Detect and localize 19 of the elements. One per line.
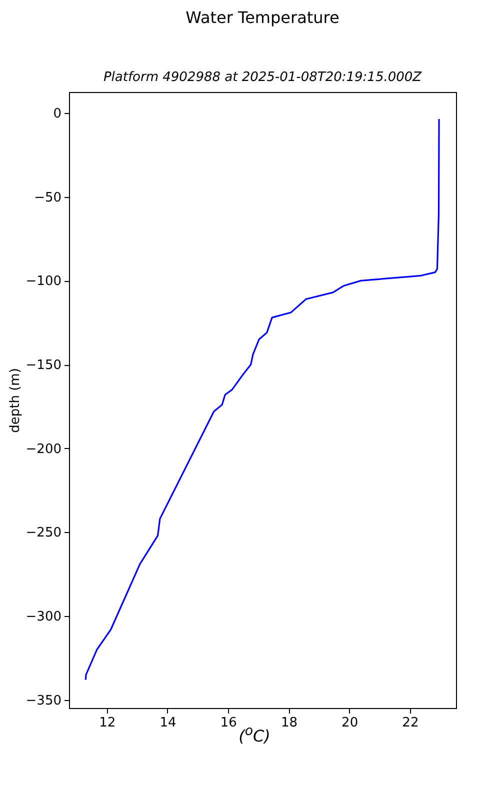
y-axis-title: depth (m) bbox=[8, 368, 23, 433]
y-tick-label: −250 bbox=[26, 526, 62, 541]
line-series bbox=[84, 118, 440, 681]
y-tick-label: −100 bbox=[26, 274, 62, 290]
y-tick-label: −350 bbox=[26, 693, 62, 708]
x-tick-label: 14 bbox=[160, 716, 176, 730]
y-tick-label: −300 bbox=[26, 610, 62, 625]
x-axis-title: ($^{o}$C) bbox=[238, 724, 270, 746]
chart-subtitle: Platform 4902988 at 2025-01-08T20:19:15.000Z bbox=[103, 70, 423, 85]
x-tick-label: 16 bbox=[220, 716, 237, 730]
chart-title: Water Temperature bbox=[186, 8, 340, 27]
y-tick-label: 0 bbox=[53, 106, 62, 122]
y-tick-label: −50 bbox=[34, 190, 62, 206]
x-tick-label: 12 bbox=[99, 716, 116, 730]
x-tick-label: 20 bbox=[342, 716, 358, 730]
y-tick-label: −200 bbox=[26, 442, 62, 457]
x-tick-label: 22 bbox=[402, 716, 419, 730]
y-tick-label: −150 bbox=[26, 358, 62, 374]
x-tick-label: 18 bbox=[280, 716, 298, 730]
